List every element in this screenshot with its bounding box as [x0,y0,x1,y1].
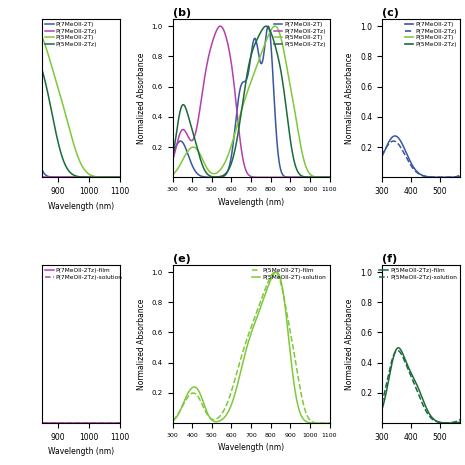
Legend: P(7MeOII-2T), P(7MeOII-2Tz), P(5MeOII-2T), P(5MeOII-2Tz): P(7MeOII-2T), P(7MeOII-2Tz), P(5MeOII-2T… [45,21,98,47]
Y-axis label: Normalized Absorbance: Normalized Absorbance [137,52,146,144]
X-axis label: Wavelength (nm): Wavelength (nm) [48,201,114,211]
Text: (b): (b) [173,8,191,18]
X-axis label: Wavelength (nm): Wavelength (nm) [48,447,114,457]
Y-axis label: Normalized Absorbance: Normalized Absorbance [345,298,354,390]
X-axis label: Wavelength (nm): Wavelength (nm) [218,198,284,206]
Text: (e): (e) [173,254,190,264]
Legend: P(7MeOII-2T), P(7MeOII-2Tz), P(5MeOII-2T), P(5MeOII-2Tz): P(7MeOII-2T), P(7MeOII-2Tz), P(5MeOII-2T… [404,21,458,47]
Legend: P(7MeOII-2T), P(7MeOII-2Tz), P(5MeOII-2T), P(5MeOII-2Tz): P(7MeOII-2T), P(7MeOII-2Tz), P(5MeOII-2T… [273,21,326,47]
Text: (f): (f) [382,254,397,264]
Y-axis label: Normalized Absorbance: Normalized Absorbance [137,298,146,390]
X-axis label: Wavelength (nm): Wavelength (nm) [218,444,284,452]
Legend: P(7MeOII-2Tz)-film, P(7MeOII-2Tz)-solution: P(7MeOII-2Tz)-film, P(7MeOII-2Tz)-soluti… [45,267,123,280]
Text: (c): (c) [382,8,399,18]
Legend: P(5MeOII-2Tz)-film, P(5MeOII-2Tz)-solution: P(5MeOII-2Tz)-film, P(5MeOII-2Tz)-soluti… [379,267,458,280]
Legend: P(5MeOII-2T)-film, P(5MeOII-2T)-solution: P(5MeOII-2T)-film, P(5MeOII-2T)-solution [251,267,326,280]
Y-axis label: Normalized Absorbance: Normalized Absorbance [345,52,354,144]
